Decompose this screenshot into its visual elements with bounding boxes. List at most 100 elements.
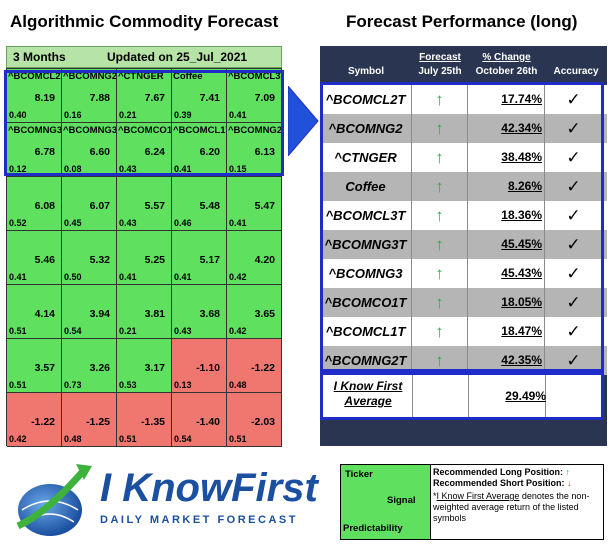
- cell-signal: 3.17: [144, 362, 165, 374]
- cell-predictability: 0.41: [119, 272, 137, 282]
- table-row: ^CTNGER ↑ 38.48% ✓: [320, 143, 607, 172]
- row-symbol: ^CTNGER: [320, 143, 412, 172]
- cell-predictability: 0.51: [229, 434, 247, 444]
- average-label-line1: I Know First: [333, 379, 403, 393]
- col-forecast: Forecast: [419, 52, 461, 63]
- cell-predictability: 0.43: [119, 164, 137, 174]
- cell-signal: 6.24: [144, 146, 165, 158]
- cell-predictability: 0.40: [9, 110, 27, 120]
- check-icon: ✓: [566, 90, 581, 109]
- logo-name: I KnowFirst: [100, 466, 318, 510]
- grid-cell: -1.22 0.48: [227, 339, 282, 393]
- table-row: ^BCOMCL1T ↑ 18.47% ✓: [320, 317, 607, 346]
- grid-cell: ^BCOMNG2T 6.13 0.15: [227, 123, 282, 177]
- cell-predictability: 0.54: [64, 326, 82, 336]
- cell-signal: 5.46: [34, 254, 55, 266]
- grid-cell: ^BCOMNG3 6.60 0.08: [62, 123, 117, 177]
- legend-ticker: Ticker: [345, 469, 373, 480]
- up-arrow-icon: ↑: [412, 288, 468, 317]
- cell-symbol: ^BCOMNG3: [63, 125, 116, 136]
- legend-note-prefix: *: [433, 491, 437, 501]
- cell-predictability: 0.15: [229, 164, 247, 174]
- cell-signal: 7.41: [199, 92, 220, 104]
- grid-cell: -1.40 0.54: [172, 393, 227, 447]
- table-row: ^BCOMNG3T ↑ 45.45% ✓: [320, 230, 607, 259]
- cell-predictability: 0.43: [119, 218, 137, 228]
- down-arrow-icon: ↓: [567, 478, 572, 488]
- grid-cell: 4.20 0.42: [227, 231, 282, 285]
- cell-symbol: Coffee: [173, 71, 203, 82]
- grid-cell: 5.47 0.41: [227, 177, 282, 231]
- grid-cell: -1.10 0.13: [172, 339, 227, 393]
- grid-cell: ^BCOMNG3T 6.78 0.12: [7, 123, 62, 177]
- table-row: Coffee ↑ 8.26% ✓: [320, 172, 607, 201]
- up-arrow-icon: ↑: [412, 143, 468, 172]
- cell-signal: 7.09: [254, 92, 275, 104]
- up-arrow-icon: ↑: [412, 346, 468, 375]
- cell-symbol: ^CTNGER: [118, 71, 164, 82]
- cell-symbol: ^BCOMNG2T: [228, 125, 281, 136]
- grid-cell: 5.57 0.43: [117, 177, 172, 231]
- grid-cell: ^BCOMCO1T 6.24 0.43: [117, 123, 172, 177]
- grid-cell: -1.25 0.48: [62, 393, 117, 447]
- cell-signal: -1.22: [31, 416, 55, 428]
- check-icon: ✓: [566, 293, 581, 312]
- cell-predictability: 0.45: [64, 218, 82, 228]
- grid-cell: ^BCOMCL3T 7.09 0.41: [227, 69, 282, 123]
- up-arrow-icon: ↑: [412, 259, 468, 288]
- row-change: 42.34%: [468, 114, 545, 143]
- up-arrow-icon: ↑: [412, 114, 468, 143]
- cell-predictability: 0.54: [174, 434, 192, 444]
- performance-frame: [320, 82, 604, 372]
- row-change: 42.35%: [468, 346, 545, 375]
- cell-signal: 6.20: [199, 146, 220, 158]
- cell-signal: 7.67: [144, 92, 165, 104]
- up-arrow-icon: ↑: [565, 467, 571, 477]
- row-symbol: ^BCOMCO1T: [320, 288, 412, 317]
- grid-cell: 3.94 0.54: [62, 285, 117, 339]
- check-icon: ✓: [566, 264, 581, 283]
- cell-predictability: 0.50: [64, 272, 82, 282]
- cell-signal: 5.25: [144, 254, 165, 266]
- grid-cell: 5.48 0.46: [172, 177, 227, 231]
- grid-cell: 3.57 0.51: [7, 339, 62, 393]
- cell-signal: 5.47: [254, 200, 275, 212]
- cell-signal: 6.08: [34, 200, 55, 212]
- cell-predictability: 0.41: [229, 110, 247, 120]
- cell-symbol: ^BCOMNG3T: [8, 125, 61, 136]
- grid-cell: -1.22 0.42: [7, 393, 62, 447]
- cell-predictability: 0.41: [229, 218, 247, 228]
- average-label-line2: Average: [344, 394, 392, 408]
- legend-short-label: Recommended Short Position:: [433, 478, 565, 488]
- up-arrow-icon: ↑: [412, 172, 468, 201]
- grid-cell: 3.17 0.53: [117, 339, 172, 393]
- row-change: 18.36%: [468, 201, 545, 230]
- cell-symbol: ^BCOMCO1T: [118, 125, 171, 136]
- left-title: Algorithmic Commodity Forecast: [10, 12, 279, 31]
- cell-signal: 5.57: [144, 200, 165, 212]
- check-icon: ✓: [566, 148, 581, 167]
- grid-cell: ^BCOMCL2T 8.19 0.40: [7, 69, 62, 123]
- cell-signal: 3.81: [144, 308, 165, 320]
- cell-signal: 7.88: [89, 92, 110, 104]
- row-symbol: ^BCOMNG2: [320, 114, 412, 143]
- grid-cell: 6.07 0.45: [62, 177, 117, 231]
- average-row: I Know First Average 29.49%: [320, 372, 604, 420]
- table-row: ^BCOMCL3T ↑ 18.36% ✓: [320, 201, 607, 230]
- col-symbol: Symbol: [347, 66, 385, 77]
- up-arrow-icon: ↑: [412, 85, 468, 114]
- cell-predictability: 0.51: [9, 326, 27, 336]
- legend-signal: Signal: [387, 495, 416, 506]
- updated-label: Updated on 25_Jul_2021: [107, 50, 248, 64]
- cell-signal: 3.94: [89, 308, 110, 320]
- cell-signal: -1.40: [196, 416, 220, 428]
- cell-predictability: 0.46: [174, 218, 192, 228]
- table-row: ^BCOMCO1T ↑ 18.05% ✓: [320, 288, 607, 317]
- grid-header: 3 Months Updated on 25_Jul_2021: [6, 46, 282, 68]
- cell-predictability: 0.08: [64, 164, 82, 174]
- grid-cell: 5.25 0.41: [117, 231, 172, 285]
- row-change: 45.43%: [468, 259, 545, 288]
- cell-predictability: 0.52: [9, 218, 27, 228]
- cell-signal: 5.32: [89, 254, 110, 266]
- cell-predictability: 0.43: [174, 326, 192, 336]
